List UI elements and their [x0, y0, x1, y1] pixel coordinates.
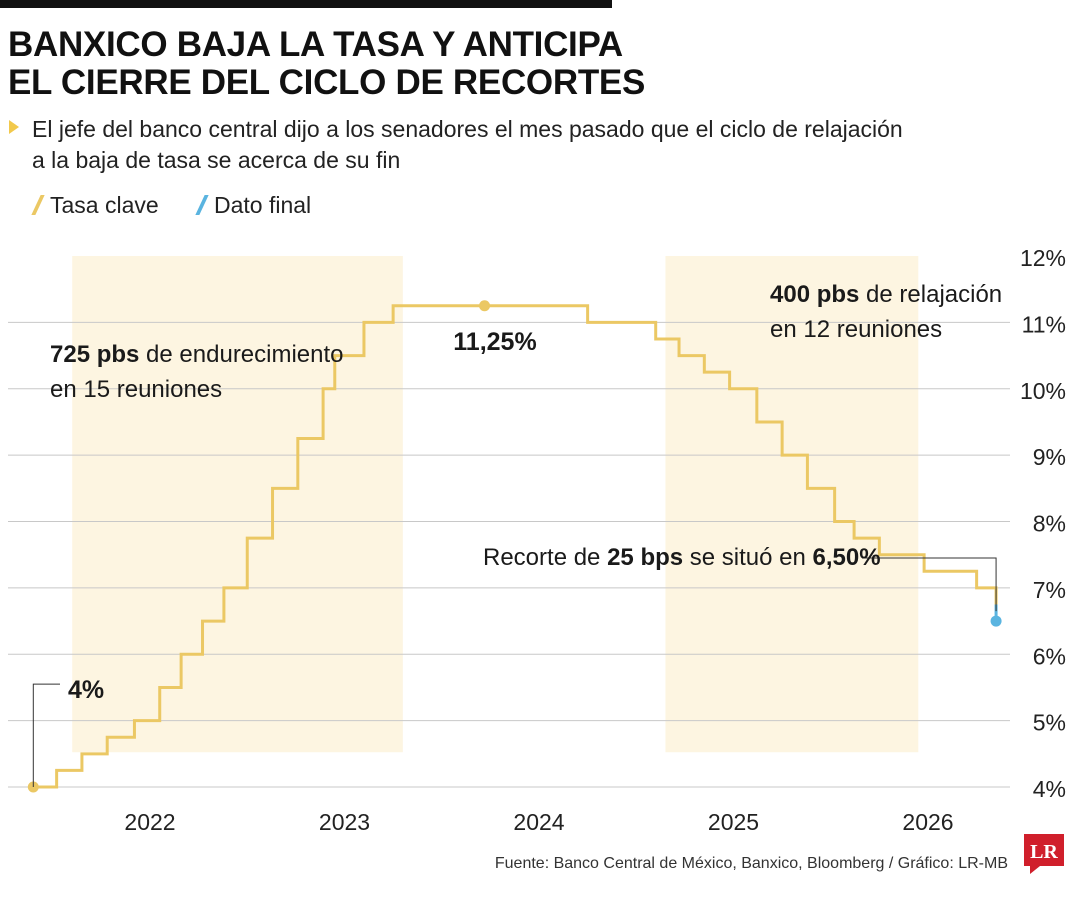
title-line-2: EL CIERRE DEL CICLO DE RECORTES: [8, 63, 645, 102]
legend-item-dato-final: Dato final: [195, 192, 312, 219]
source-note: Fuente: Banco Central de México, Banxico…: [494, 855, 1008, 872]
leader-line: [32, 683, 60, 787]
y-tick-label: 7%: [1033, 577, 1066, 603]
y-tick-label: 5%: [1033, 710, 1066, 736]
y-tick-label: 9%: [1033, 444, 1066, 470]
data-point: [990, 615, 1002, 627]
y-tick-label: 10%: [1020, 378, 1066, 404]
x-tick-label: 2023: [319, 809, 370, 835]
shaded-period: [665, 256, 919, 753]
y-tick-label: 8%: [1033, 511, 1066, 537]
x-tick-label: 2022: [124, 809, 175, 835]
x-tick-label: 2024: [513, 809, 564, 835]
data-point: [479, 300, 491, 312]
shaded-period: [72, 256, 403, 753]
chart-subtitle: El jefe del banco central dijo a los sen…: [32, 114, 932, 176]
legend-label: Tasa clave: [50, 192, 159, 218]
annotation-easing: 400 pbs de relajación: [770, 281, 1002, 308]
annotation-tightening-line2: en 15 reuniones: [50, 376, 222, 403]
subtitle-arrow-icon: [9, 120, 19, 134]
lr-logo-icon: LR: [1024, 834, 1064, 874]
annotation-peak: 11,25%: [453, 328, 536, 356]
series-line: [33, 304, 998, 789]
subtitle-line-1: El jefe del banco central dijo a los sen…: [32, 116, 903, 142]
x-tick-label: 2025: [708, 809, 759, 835]
y-tick-label: 4%: [1033, 776, 1066, 802]
annotation-final-cut: Recorte de 25 bps se situó en 6,50%: [483, 544, 881, 571]
title-line-1: BANXICO BAJA LA TASA Y ANTICIPA: [8, 25, 623, 64]
annotation-start: 4%: [68, 676, 104, 704]
annotation-tightening: 725 pbs de endurecimiento: [50, 341, 344, 368]
legend-label: Dato final: [214, 192, 312, 218]
svg-text:LR: LR: [1030, 841, 1058, 863]
subtitle-line-2: a la baja de tasa se acerca de su fin: [32, 147, 401, 173]
y-tick-label: 12%: [1020, 245, 1066, 271]
x-tick-label: 2026: [902, 809, 953, 835]
y-tick-label: 6%: [1033, 643, 1066, 669]
y-tick-label: 11%: [1022, 311, 1066, 337]
annotation-easing-line2: en 12 reuniones: [770, 316, 942, 343]
leader-line: [862, 557, 997, 612]
top-bar: [0, 0, 612, 8]
legend-item-tasa-clave: Tasa clave: [31, 192, 159, 219]
chart-title: BANXICO BAJA LA TASA Y ANTICIPA EL CIERR…: [8, 26, 708, 102]
